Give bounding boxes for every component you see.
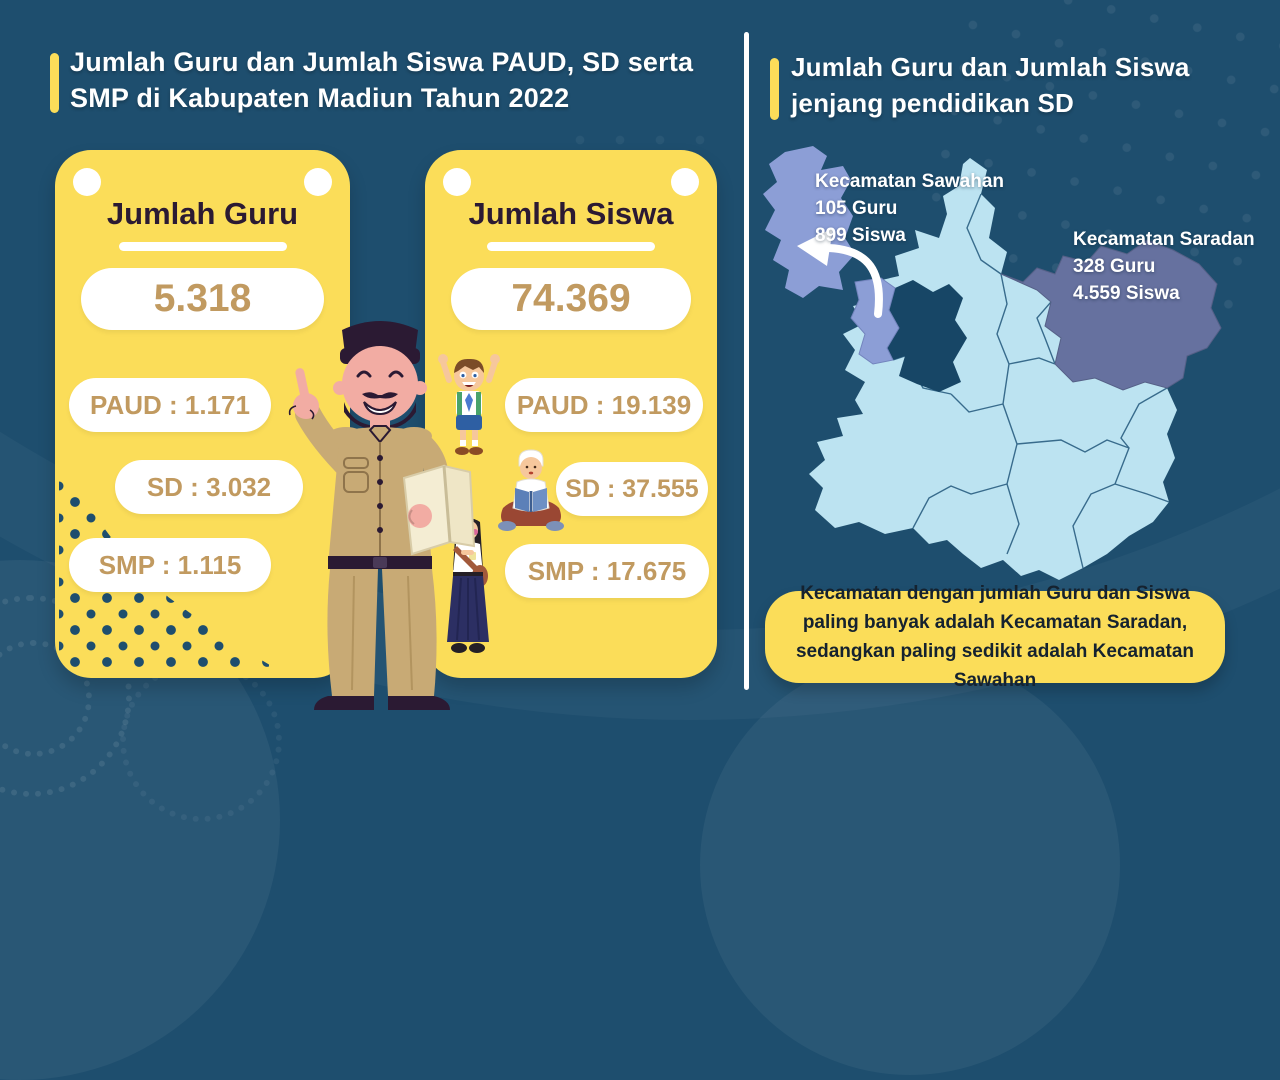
siswa-paud-pill: PAUD : 19.139 — [505, 378, 703, 432]
left-section-title: Jumlah Guru dan Jumlah Siswa PAUD, SD se… — [70, 44, 693, 116]
pin-circle — [304, 168, 332, 196]
siswa-card: Jumlah Siswa 74.369 PAUD : 19.139 SD : 3… — [425, 150, 717, 678]
map-panel: Kecamatan Sawahan 105 Guru 899 Siswa Kec… — [755, 142, 1265, 594]
background-circle-bottom-right — [700, 655, 1120, 1075]
siswa-card-title: Jumlah Siswa — [468, 196, 674, 231]
right-title-line2: jenjang pendidikan SD — [791, 88, 1075, 118]
title-underline — [118, 242, 287, 251]
guru-card: Jumlah Guru 5.318 PAUD : 1.171 SD : 3.03… — [55, 150, 350, 678]
siswa-sd-pill: SD : 37.555 — [556, 462, 708, 516]
sawahan-name: Kecamatan Sawahan — [815, 171, 1005, 192]
guru-paud-pill: PAUD : 1.171 — [69, 378, 271, 432]
right-section-title: Jumlah Guru dan Jumlah Siswa jenjang pen… — [791, 49, 1190, 121]
title-underline — [487, 242, 655, 251]
guru-card-title: Jumlah Guru — [106, 196, 299, 231]
vertical-divider — [744, 32, 749, 690]
title-accent-bar-right — [770, 58, 779, 120]
sawahan-guru: 105 Guru — [815, 198, 898, 219]
siswa-total-value: 74.369 — [451, 268, 691, 330]
teacher-illustration — [288, 321, 476, 710]
student-boy-reading-illustration — [498, 449, 564, 531]
saradan-name: Kecamatan Saradan — [1073, 229, 1255, 250]
pin-circle — [443, 168, 471, 196]
title-accent-bar-left — [50, 53, 59, 113]
right-title-line1: Jumlah Guru dan Jumlah Siswa — [791, 52, 1190, 82]
saradan-guru: 328 Guru — [1073, 256, 1156, 277]
map-region-sawahan-enlarged — [763, 146, 855, 298]
saradan-label: Kecamatan Saradan 328 Guru 4.559 Siswa — [1073, 226, 1255, 307]
guru-total-value: 5.318 — [81, 268, 324, 330]
siswa-smp-pill: SMP : 17.675 — [505, 544, 709, 598]
dotted-ring-decoration — [120, 660, 282, 822]
sawahan-siswa: 899 Siswa — [815, 225, 906, 246]
guru-smp-pill: SMP : 1.115 — [69, 538, 271, 592]
student-boy-cheering-illustration — [438, 354, 500, 455]
conclusion-text: Kecamatan dengan jumlah Guru dan Siswa p… — [795, 583, 1195, 691]
map-region-dark — [887, 280, 967, 392]
sawahan-label: Kecamatan Sawahan 105 Guru 899 Siswa — [815, 168, 1004, 249]
sawahan-zoom-arrow — [797, 228, 883, 318]
guru-sd-pill: SD : 3.032 — [115, 460, 303, 514]
pin-circle — [73, 168, 101, 196]
map-region-sawahan-small — [850, 277, 900, 365]
saradan-siswa: 4.559 Siswa — [1073, 283, 1180, 304]
left-title-line2: SMP di Kabupaten Madiun Tahun 2022 — [70, 83, 570, 113]
conclusion-box: Kecamatan dengan jumlah Guru dan Siswa p… — [765, 583, 1225, 691]
pin-circle — [671, 168, 699, 196]
map-region-saradan — [1000, 239, 1222, 391]
left-title-line1: Jumlah Guru dan Jumlah Siswa PAUD, SD se… — [70, 47, 694, 77]
madiun-district-map — [763, 146, 1222, 580]
